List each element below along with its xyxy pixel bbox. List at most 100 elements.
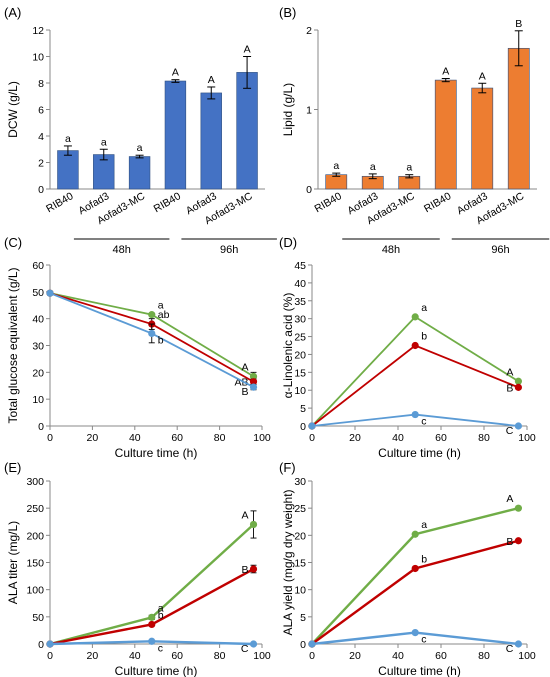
y-tick-label: 1 xyxy=(306,105,312,117)
bar xyxy=(57,150,79,190)
y-tick-label: 5 xyxy=(300,612,306,624)
significance-letter: a xyxy=(158,300,164,312)
data-point xyxy=(514,537,523,545)
data-point xyxy=(514,383,523,391)
y-tick-label: 300 xyxy=(26,476,44,488)
y-tick-label: 0 xyxy=(38,639,44,651)
data-point xyxy=(514,377,523,385)
data-point xyxy=(249,565,258,573)
significance-letter: b xyxy=(421,331,427,343)
significance-letter: A xyxy=(506,366,513,378)
x-tick-label: 40 xyxy=(129,432,141,444)
significance-letter: a xyxy=(370,161,376,173)
series: cC xyxy=(308,410,523,437)
y-tick-label: 200 xyxy=(26,530,44,542)
significance-letter: a xyxy=(421,519,427,531)
bar xyxy=(236,72,258,190)
y-tick-label: 150 xyxy=(26,558,44,570)
y-tick-label: 0 xyxy=(300,421,306,433)
data-point xyxy=(148,637,156,645)
panel-label: (F) xyxy=(279,460,296,475)
y-tick-label: 20 xyxy=(294,349,306,361)
y-tick-label: 0 xyxy=(300,639,306,651)
y-tick-label: 30 xyxy=(32,341,44,353)
y-tick-label: 15 xyxy=(294,367,306,379)
significance-letter: a xyxy=(406,162,412,174)
y-tick-label: 45 xyxy=(294,260,306,272)
data-point xyxy=(514,640,523,648)
x-axis-label: Culture time (h) xyxy=(115,664,198,677)
bar xyxy=(325,174,348,190)
x-axis-label: Culture time (h) xyxy=(378,446,461,460)
group-label: 96h xyxy=(220,244,238,256)
y-tick-label: 30 xyxy=(294,476,306,488)
data-point xyxy=(46,640,54,648)
x-tick-label: RIB40 xyxy=(312,190,343,215)
x-tick-label: 60 xyxy=(435,432,447,444)
series: cC xyxy=(308,628,523,655)
x-tick-label: 80 xyxy=(478,432,490,444)
group-label: 48h xyxy=(112,244,130,256)
data-point xyxy=(46,289,54,297)
panel-label: (D) xyxy=(279,235,297,250)
significance-letter: a xyxy=(137,142,143,154)
data-point xyxy=(249,378,258,386)
x-tick-label: 40 xyxy=(392,650,404,662)
data-point xyxy=(249,383,258,391)
data-point xyxy=(514,504,523,512)
y-tick-label: 20 xyxy=(294,530,306,542)
y-tick-label: 60 xyxy=(32,260,44,272)
series: aA xyxy=(308,302,523,430)
x-axis-label: Culture time (h) xyxy=(115,446,198,460)
significance-letter: B xyxy=(242,386,249,398)
panel-label: (B) xyxy=(279,5,296,20)
x-tick-label: 0 xyxy=(47,432,53,444)
y-tick-label: 30 xyxy=(294,314,306,326)
data-point xyxy=(308,640,316,648)
y-tick-label: 2 xyxy=(306,25,312,37)
significance-letter: A xyxy=(172,67,179,79)
data-point xyxy=(148,613,156,621)
y-axis-label: ALA yield (mg/g dry weight) xyxy=(281,489,295,635)
x-tick-label: 100 xyxy=(253,650,271,662)
significance-letter: a xyxy=(158,602,164,614)
significance-letter: B xyxy=(515,18,522,30)
significance-letter: A xyxy=(506,493,513,505)
x-tick-label: 80 xyxy=(214,432,226,444)
significance-letter: a xyxy=(333,160,339,172)
significance-letter: C xyxy=(241,643,249,655)
y-tick-label: 25 xyxy=(294,332,306,344)
bar xyxy=(507,47,530,190)
x-tick-label: 100 xyxy=(518,650,536,662)
significance-letter: B xyxy=(242,564,249,576)
x-tick-label: RIB40 xyxy=(44,190,75,215)
x-tick-label: 40 xyxy=(129,650,141,662)
x-tick-label: 0 xyxy=(309,650,315,662)
x-tick-label: RIB40 xyxy=(422,190,453,215)
significance-letter: c xyxy=(421,634,426,646)
y-axis-label: α-Linolenic acid (%) xyxy=(281,293,295,399)
significance-letter: b xyxy=(421,553,427,565)
y-tick-label: 40 xyxy=(294,278,306,290)
series-line xyxy=(311,315,519,427)
panel-label: (E) xyxy=(4,460,21,475)
significance-letter: C xyxy=(506,425,514,437)
y-axis-label: Lipid (g/L) xyxy=(281,83,295,136)
x-tick-label: 0 xyxy=(47,650,53,662)
x-tick-label: 60 xyxy=(171,432,183,444)
y-tick-label: 8 xyxy=(38,78,44,90)
panel-d: (D) 0 5 10 15 20 25 30 35 40 45 α-Linolenic acid (%… xyxy=(279,235,536,460)
significance-letter: A xyxy=(242,361,249,373)
significance-letter: c xyxy=(421,416,426,428)
significance-letter: a xyxy=(421,302,427,314)
data-point xyxy=(411,564,419,573)
x-tick-label: 20 xyxy=(87,432,99,444)
x-tick-label: 60 xyxy=(171,650,183,662)
series-line xyxy=(311,507,519,645)
y-tick-label: 50 xyxy=(32,612,44,624)
data-point xyxy=(411,313,419,321)
significance-letter: B xyxy=(506,536,513,548)
data-point xyxy=(308,422,316,430)
